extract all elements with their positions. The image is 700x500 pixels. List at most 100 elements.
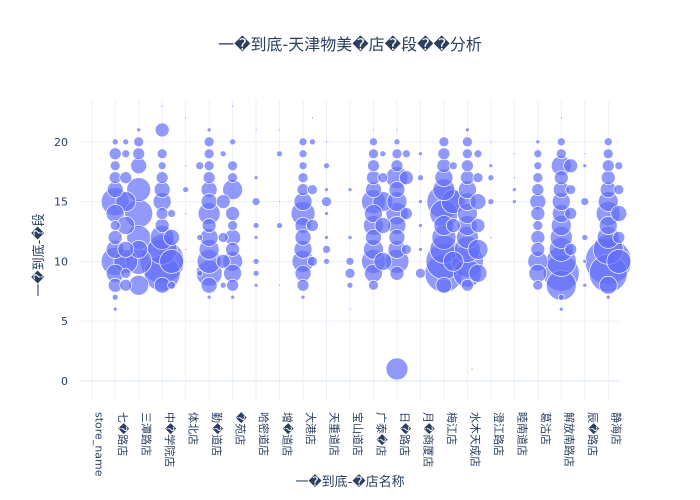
- x-tick-label: 增�道店: [281, 412, 295, 456]
- bubble-point: [159, 249, 184, 274]
- bubble-point: [130, 157, 148, 175]
- bubble-point: [580, 197, 590, 206]
- bubble-point: [167, 280, 176, 290]
- bubble-point: [395, 128, 399, 132]
- bubble-point: [298, 137, 308, 147]
- x-tick-label: 勤�道店: [210, 412, 224, 456]
- bubble-point: [300, 294, 306, 300]
- bubble-point: [364, 204, 383, 223]
- bubble-point: [215, 194, 231, 209]
- bubble-point: [470, 218, 486, 233]
- bubble-point: [253, 282, 259, 288]
- bubble-point: [122, 138, 130, 146]
- y-tick-labels: 0 5 10 15 20: [54, 136, 68, 388]
- bubble-point: [346, 281, 354, 289]
- bubble-point: [467, 239, 489, 260]
- bubble-point: [215, 254, 231, 269]
- bubble-point: [559, 116, 563, 120]
- bubble-point: [203, 136, 215, 148]
- bubble-point: [155, 171, 169, 185]
- bubble-point: [417, 174, 424, 182]
- bubble-point: [163, 229, 180, 246]
- bubble-point: [226, 278, 239, 292]
- bubble-point: [108, 147, 122, 161]
- bubble-point: [348, 307, 352, 311]
- bubble-point: [201, 218, 217, 233]
- bubble-point: [612, 231, 626, 244]
- x-tick-label: 广泰�店: [374, 412, 388, 456]
- bubble-point: [374, 217, 392, 234]
- bubble-point: [324, 235, 329, 240]
- bubble-point: [377, 172, 389, 184]
- bubble-point: [309, 138, 316, 146]
- bubble-point: [473, 149, 483, 159]
- bubble-point: [203, 148, 215, 160]
- bubble-point: [373, 252, 393, 271]
- bubble-point: [565, 184, 577, 195]
- x-tick-label: 睦南道店: [515, 412, 529, 456]
- bubble-point: [311, 116, 314, 120]
- x-tick-label: 解放南路店: [562, 412, 576, 467]
- bubble-point: [385, 357, 409, 381]
- bubble-point: [390, 159, 404, 173]
- bubble-point: [196, 234, 204, 241]
- x-tick-label: 天重道店: [328, 412, 342, 456]
- bubble-point: [307, 184, 318, 195]
- bubble-layer: [100, 104, 632, 383]
- bubble-point: [391, 148, 403, 160]
- y-tick-label: 15: [54, 196, 68, 209]
- bubble-point: [418, 151, 423, 157]
- y-tick-label: 5: [61, 315, 68, 328]
- bubble-point: [532, 172, 544, 184]
- bubble-point: [488, 163, 494, 169]
- bubble-point: [323, 162, 330, 170]
- x-tick-label: 宝山道店: [351, 412, 365, 456]
- bubble-point: [401, 149, 411, 159]
- bubble-point: [606, 249, 632, 274]
- x-tick-label: 日�路店: [398, 412, 412, 456]
- bubble-point: [156, 148, 168, 160]
- bubble-point: [111, 138, 119, 146]
- bubble-point: [557, 293, 565, 301]
- bubble-point: [389, 265, 405, 281]
- bubble-point: [225, 206, 240, 221]
- bubble-point: [487, 198, 495, 205]
- bubble-point: [278, 128, 281, 132]
- x-tick-label: 静海店: [609, 412, 623, 445]
- bubble-point: [109, 160, 121, 172]
- bubble-point: [136, 127, 142, 133]
- bubble-point: [195, 161, 205, 171]
- chart-title: 一�到底-天津物美�店�段��分析: [218, 35, 482, 54]
- bubble-point: [109, 220, 121, 231]
- bubble-point: [461, 159, 474, 173]
- y-tick-label: 0: [61, 375, 68, 388]
- bubble-point: [155, 207, 169, 220]
- bubble-point: [610, 205, 628, 222]
- bubble-point: [600, 170, 616, 186]
- bubble-point: [581, 234, 589, 241]
- bubble-point: [438, 136, 450, 148]
- x-tick-label: �苑店: [234, 412, 248, 445]
- bubble-point: [325, 140, 328, 144]
- bubble-point: [533, 149, 543, 159]
- bubble-point: [225, 242, 240, 257]
- bubble-point: [119, 171, 133, 185]
- bubble-point: [532, 220, 544, 231]
- bubble-point: [111, 293, 119, 301]
- bubble-point: [294, 264, 312, 282]
- y-tick-label: 20: [54, 136, 68, 149]
- bubble-point: [153, 181, 171, 198]
- x-axis-title: 一�到底-�店名称: [295, 473, 404, 490]
- x-tick-label: 三潭路店: [140, 412, 154, 456]
- x-tick-label: 葛沽店: [539, 412, 553, 445]
- bubble-point: [489, 236, 493, 239]
- bubble-point: [324, 187, 329, 192]
- x-tick-label: 辰�路店: [586, 412, 600, 456]
- bubble-point: [252, 258, 260, 265]
- bubble-point: [107, 230, 123, 245]
- bubble-point: [196, 269, 204, 277]
- bubble-point: [133, 136, 145, 148]
- bubble-point: [603, 137, 613, 147]
- bubble-point: [276, 150, 283, 158]
